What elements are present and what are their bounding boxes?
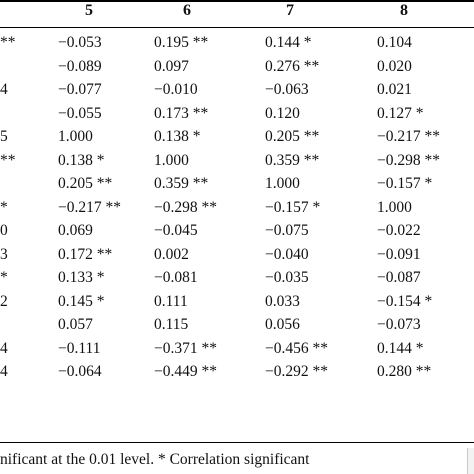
table-cell: −0.063 [265, 81, 309, 98]
table-cell: −0.217 ** [377, 128, 440, 145]
row-label-fragment: 4 [0, 339, 8, 357]
bottom-rule [0, 442, 474, 443]
table-cell: 0.120 [265, 104, 300, 122]
table-cell: 0.057 [58, 316, 93, 333]
table-cell: 0.359 ** [265, 151, 320, 169]
row-label-fragment: ** [0, 34, 16, 51]
table-cell: −0.045 [154, 222, 198, 239]
table-cell: −0.081 [154, 269, 198, 286]
table-cell: −0.040 [265, 245, 309, 263]
table-cell: 0.205 ** [58, 175, 113, 192]
column-header-4: 8 [400, 2, 408, 19]
row-label-fragment: ** [0, 151, 16, 169]
table-cell: 0.097 [154, 57, 189, 75]
table-cell: 0.021 [377, 81, 412, 98]
table-cell: 0.133 * [58, 269, 105, 286]
table-cell: 1.000 [377, 198, 412, 216]
row-label-fragment: 4 [0, 363, 8, 380]
row-label-fragment: 4 [0, 81, 8, 98]
table-cell: −0.022 [377, 222, 421, 239]
top-rule [0, 0, 474, 2]
table-cell: 0.056 [265, 316, 300, 333]
column-header-1: 5 [85, 2, 93, 19]
table-cell: 0.115 [154, 316, 189, 333]
table-cell: 0.104 [377, 34, 412, 51]
table-cell: −0.035 [265, 269, 309, 286]
table-cell: −0.154 * [377, 292, 433, 310]
table-cell: 0.138 * [58, 151, 105, 169]
table-cell: 0.138 * [154, 128, 201, 145]
table-cell: 0.195 ** [154, 34, 209, 51]
table-cell: −0.157 * [265, 198, 321, 216]
table-cell: −0.073 [377, 316, 421, 333]
table-cell: 0.127 * [377, 104, 424, 122]
table-cell: −0.075 [265, 222, 309, 239]
table-cell: −0.053 [58, 34, 102, 51]
table-cell: −0.091 [377, 245, 421, 263]
table-cell: 0.280 ** [377, 363, 432, 380]
table-cell: −0.456 ** [265, 339, 328, 357]
table-cell: 0.033 [265, 292, 300, 310]
table-cell: −0.371 ** [154, 339, 217, 357]
table-cell: 0.020 [377, 57, 412, 75]
table-cell: −0.298 ** [154, 198, 217, 216]
row-label-fragment: 5 [0, 128, 8, 145]
table-cell: 0.276 ** [265, 57, 320, 75]
table-cell: −0.010 [154, 81, 198, 98]
table-cell: 0.173 ** [154, 104, 209, 122]
column-header-2: 6 [183, 2, 191, 19]
table-cell: 0.002 [154, 245, 189, 263]
table-cell: −0.292 ** [265, 363, 328, 380]
table-cell: 0.359 ** [154, 175, 209, 192]
table-cell: −0.055 [58, 104, 102, 122]
table-cell: −0.064 [58, 363, 102, 380]
table-cell: −0.111 [58, 339, 101, 357]
scroll-edge [467, 448, 474, 474]
table-cell: 1.000 [58, 128, 93, 145]
table-cell: 1.000 [265, 175, 300, 192]
row-label-fragment: 0 [0, 222, 8, 239]
table-cell: 0.205 ** [265, 128, 320, 145]
footnote: nificant at the 0.01 level. * Correlatio… [0, 451, 310, 468]
row-label-fragment: * [0, 269, 8, 286]
table-cell: −0.157 * [377, 175, 433, 192]
table-cell: 0.069 [58, 222, 93, 239]
column-header-3: 7 [286, 2, 294, 19]
table-cell: 0.144 * [265, 34, 312, 51]
table-cell: −0.087 [377, 269, 421, 286]
table-cell: 0.145 * [58, 292, 105, 310]
table-cell: 0.111 [154, 292, 188, 310]
table-cell: −0.449 ** [154, 363, 217, 380]
table-cell: 0.172 ** [58, 245, 113, 263]
row-label-fragment: * [0, 198, 8, 216]
row-label-fragment: 2 [0, 292, 8, 310]
table-cell: −0.089 [58, 57, 102, 75]
table-cell: −0.077 [58, 81, 102, 98]
table-cell: −0.217 ** [58, 198, 121, 216]
row-label-fragment: 3 [0, 245, 8, 263]
table-cell: −0.298 ** [377, 151, 440, 169]
header-rule [0, 27, 474, 28]
table-cell: 0.144 * [377, 339, 424, 357]
table-cell: 1.000 [154, 151, 189, 169]
